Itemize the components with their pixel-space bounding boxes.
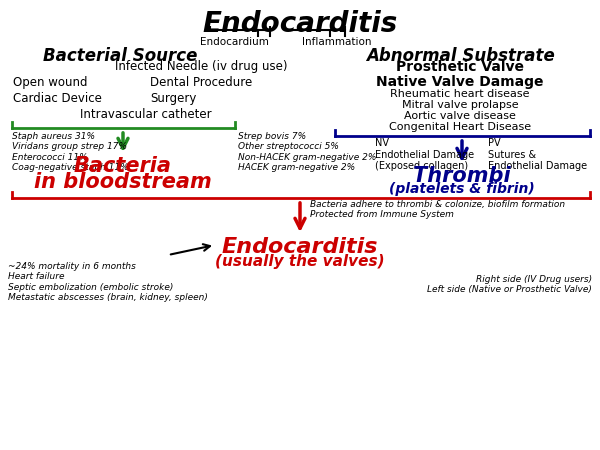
Text: Rheumatic heart disease: Rheumatic heart disease bbox=[390, 89, 530, 99]
Text: Prosthetic Valve: Prosthetic Valve bbox=[396, 60, 524, 74]
Text: Bacterial Source: Bacterial Source bbox=[43, 47, 197, 65]
Text: Aortic valve disease: Aortic valve disease bbox=[404, 111, 516, 121]
Text: Open wound: Open wound bbox=[13, 76, 88, 89]
Text: Endocarditis: Endocarditis bbox=[202, 10, 398, 38]
Text: (platelets & fibrin): (platelets & fibrin) bbox=[389, 182, 535, 196]
Text: Endocardium: Endocardium bbox=[200, 37, 268, 47]
Text: Bacteria: Bacteria bbox=[74, 156, 172, 176]
Text: Intravascular catheter: Intravascular catheter bbox=[80, 108, 212, 121]
Text: Congenital Heart Disease: Congenital Heart Disease bbox=[389, 122, 531, 132]
Text: Surgery: Surgery bbox=[150, 92, 196, 105]
Text: Endocarditis: Endocarditis bbox=[222, 237, 378, 257]
Text: Right side (IV Drug users)
Left side (Native or Prosthetic Valve): Right side (IV Drug users) Left side (Na… bbox=[427, 275, 592, 294]
Text: (usually the valves): (usually the valves) bbox=[215, 254, 385, 269]
Text: Dental Procedure: Dental Procedure bbox=[150, 76, 252, 89]
Text: Infected Needle (iv drug use): Infected Needle (iv drug use) bbox=[115, 60, 287, 73]
Text: in bloodstream: in bloodstream bbox=[34, 172, 212, 192]
Text: Inflammation: Inflammation bbox=[302, 37, 372, 47]
Text: ~24% mortality in 6 months
Heart failure
Septic embolization (embolic stroke)
Me: ~24% mortality in 6 months Heart failure… bbox=[8, 262, 208, 302]
Text: Strep bovis 7%
Other streptococci 5%
Non-HACEK gram-negative 2%
HACEK gram-negat: Strep bovis 7% Other streptococci 5% Non… bbox=[238, 132, 376, 172]
Text: Cardiac Device: Cardiac Device bbox=[13, 92, 102, 105]
Text: Native Valve Damage: Native Valve Damage bbox=[376, 75, 544, 89]
Text: Bacteria adhere to thrombi & colonize, biofilm formation
Protected from Immune S: Bacteria adhere to thrombi & colonize, b… bbox=[310, 200, 565, 220]
Text: Staph aureus 31%
Viridans group strep 17%
Enterococci 11%
Coag-negative staph 11: Staph aureus 31% Viridans group strep 17… bbox=[12, 132, 128, 172]
Text: PV
Sutures &
Endothelial Damage: PV Sutures & Endothelial Damage bbox=[488, 138, 587, 171]
Text: NV
Endothelial Damage
(Exposed collagen): NV Endothelial Damage (Exposed collagen) bbox=[375, 138, 474, 171]
Text: Abnormal Substrate: Abnormal Substrate bbox=[365, 47, 554, 65]
Text: Mitral valve prolapse: Mitral valve prolapse bbox=[401, 100, 518, 110]
Text: Thrombi: Thrombi bbox=[413, 166, 511, 186]
